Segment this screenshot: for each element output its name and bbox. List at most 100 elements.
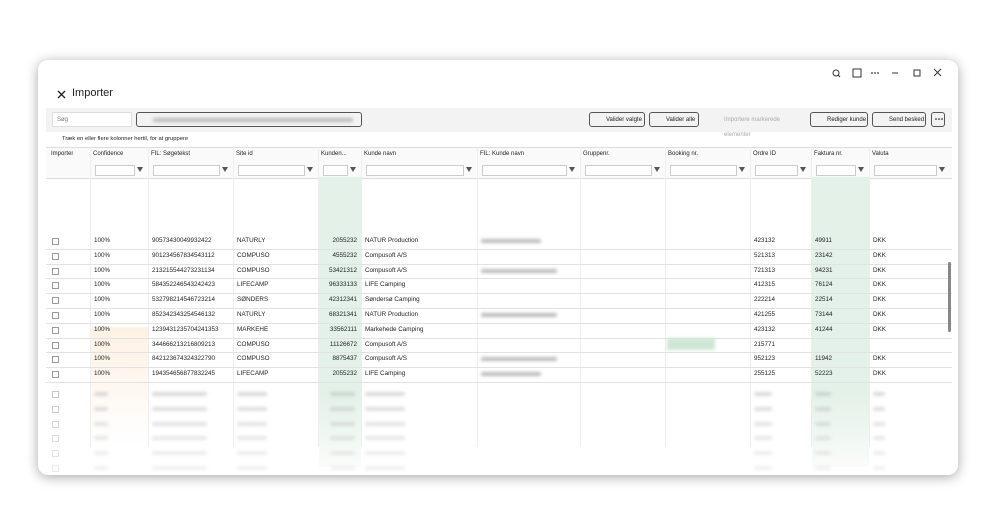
column-header[interactable]: Faktura nr. (814, 151, 843, 157)
table-cell: NATURLY (237, 311, 266, 318)
table-cell: DKK (873, 355, 886, 363)
table-row-line (46, 308, 952, 309)
table-row-line (46, 367, 952, 369)
blurred-text (481, 268, 557, 273)
row-checkbox[interactable] (52, 371, 59, 379)
close-button[interactable] (57, 90, 66, 99)
toolbar-button[interactable]: Valider valgte (589, 112, 645, 127)
column-header[interactable]: Kunde navn (364, 151, 397, 157)
faded-placeholder (815, 451, 831, 456)
filter-icon[interactable] (307, 167, 313, 172)
filter-icon[interactable] (466, 167, 472, 172)
filter-input[interactable] (585, 165, 652, 176)
table-cell: 215771 (754, 340, 776, 348)
column-header[interactable]: FIL: Kunde navn (480, 151, 525, 157)
filter-icon[interactable] (137, 167, 143, 172)
table-cell: 852342343254546132 (152, 311, 216, 318)
column-header[interactable]: Gruppenr. (583, 151, 610, 157)
file-pill[interactable] (136, 112, 362, 127)
filter-input[interactable] (874, 165, 937, 176)
faded-placeholder (237, 466, 267, 470)
table-cell: 100% (94, 370, 111, 378)
faded-placeholder (330, 421, 355, 426)
table-cell: COMPUSO (237, 340, 270, 348)
table-cell: LIFECAMP (237, 370, 269, 378)
blurred-text (481, 239, 541, 243)
faded-placeholder (754, 421, 772, 426)
toolbar-button[interactable]: Valider alle (649, 112, 699, 127)
filter-icon[interactable] (800, 167, 806, 172)
table-cell: DKK (873, 237, 886, 244)
row-checkbox[interactable] (52, 282, 59, 290)
column-header[interactable]: FIL: Søgetekst (151, 151, 191, 157)
faded-placeholder (94, 392, 108, 396)
column-header[interactable]: Valuta (872, 151, 889, 157)
table-row-line (46, 322, 952, 324)
import-window: Importer Søg Valider valgte Valider alle I… (38, 60, 958, 475)
column-header[interactable]: Ordre ID (753, 151, 777, 157)
filter-input[interactable] (153, 165, 220, 176)
toolbar-button[interactable]: Send besked (872, 112, 926, 127)
table-cell: Søndersø Camping (365, 296, 420, 304)
row-checkbox[interactable] (52, 341, 59, 349)
more-icon (935, 118, 943, 120)
toolbar-button: Importere markerede elementer (724, 117, 781, 138)
filter-input[interactable] (482, 165, 567, 176)
blurred-text (481, 372, 541, 377)
filter-icon[interactable] (654, 167, 660, 172)
filter-input[interactable] (238, 165, 305, 176)
table-cell: SØNDERS (237, 296, 269, 304)
table-cell: COMPUSO (237, 251, 270, 259)
column-header[interactable]: Confidence (93, 151, 124, 157)
filter-icon[interactable] (350, 167, 356, 172)
row-checkbox[interactable] (52, 252, 59, 260)
column-divider (318, 147, 319, 447)
filter-input[interactable] (95, 165, 135, 176)
table-cell: Compusoft A/S (365, 266, 407, 274)
faded-placeholder (365, 466, 405, 470)
filter-input[interactable] (323, 165, 348, 176)
column-header[interactable]: Kunden... (321, 151, 347, 157)
column-header[interactable]: Booking nr. (668, 151, 699, 157)
row-checkbox[interactable] (52, 312, 59, 319)
column-header[interactable]: Site id (236, 151, 253, 157)
filter-icon[interactable] (739, 167, 745, 172)
filter-icon[interactable] (939, 167, 945, 172)
table-cell: 344666213216809213 (152, 340, 216, 348)
faded-placeholder (330, 406, 355, 411)
row-checkbox[interactable] (52, 297, 59, 305)
table-cell: 2055232 (332, 237, 357, 244)
table-cell: 33562111 (329, 325, 357, 333)
filter-icon[interactable] (222, 167, 228, 172)
faded-checkbox (52, 450, 59, 458)
filter-icon[interactable] (569, 167, 575, 172)
row-checkbox[interactable] (52, 238, 59, 245)
table-cell: COMPUSO (237, 266, 270, 274)
filter-input[interactable] (366, 165, 464, 176)
toolbar-button[interactable]: Rediger kunde (810, 112, 868, 127)
column-header[interactable]: Importer (51, 151, 74, 157)
confidence-column-bg (91, 327, 148, 447)
table-cell: DKK (873, 281, 886, 289)
table-cell: Markehede Camping (365, 325, 424, 333)
blurred-text (481, 313, 557, 317)
table-cell: 73144 (815, 311, 833, 318)
table-cell: 68321341 (328, 311, 357, 318)
row-checkbox[interactable] (52, 356, 59, 364)
row-checkbox[interactable] (52, 267, 59, 275)
table-cell: LIFECAMP (237, 281, 269, 289)
row-checkbox[interactable] (52, 326, 59, 334)
faded-placeholder (873, 406, 885, 411)
faded-placeholder (94, 406, 108, 411)
table-row-line (46, 278, 952, 280)
filter-input[interactable] (755, 165, 798, 176)
faded-placeholder (873, 392, 885, 396)
filter-input[interactable] (816, 165, 856, 176)
faded-placeholder (330, 392, 355, 396)
filter-icon[interactable] (858, 167, 864, 172)
filter-input[interactable] (670, 165, 737, 176)
more-button[interactable] (931, 112, 945, 127)
search-box[interactable]: Søg (52, 112, 132, 127)
table-cell: 421255 (754, 311, 776, 318)
